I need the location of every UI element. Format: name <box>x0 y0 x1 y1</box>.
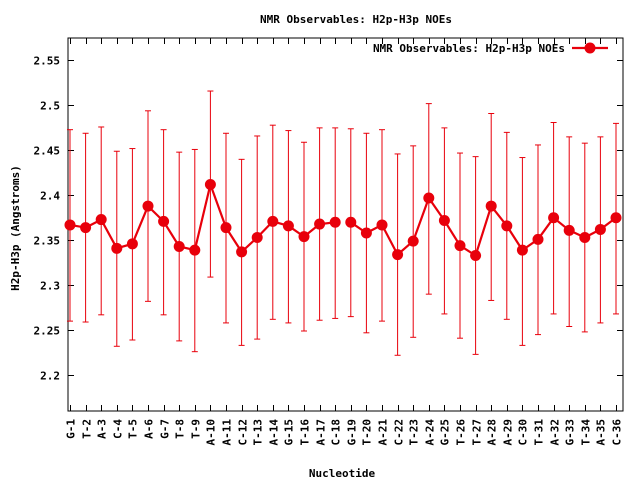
series-lines <box>69 183 617 257</box>
data-point <box>376 219 388 231</box>
chart-title: NMR Observables: H2p-H3p NOEs <box>260 13 452 26</box>
x-tick-label: G-33 <box>564 419 577 446</box>
series-points <box>64 179 622 262</box>
y-tick-label: 2.25 <box>34 325 61 338</box>
series-line <box>350 196 617 257</box>
x-tick-label: C-4 <box>112 419 125 439</box>
x-tick-label: A-29 <box>502 419 515 446</box>
y-tick-label: 2.55 <box>34 55 61 68</box>
data-point <box>220 222 232 234</box>
y-tick-label: 2.5 <box>40 100 60 113</box>
x-tick-label: C-18 <box>330 419 343 446</box>
x-axis-label: Nucleotide <box>309 467 376 480</box>
data-point <box>392 249 404 261</box>
x-tick-label: G-15 <box>283 419 296 446</box>
x-tick-label: A-24 <box>424 419 437 446</box>
data-point <box>423 192 435 204</box>
data-point <box>64 219 76 231</box>
x-tick-label: G-25 <box>439 419 452 446</box>
x-tick-label: T-23 <box>408 419 421 446</box>
legend-label: NMR Observables: H2p-H3p NOEs <box>373 42 565 55</box>
x-tick-label: C-12 <box>237 419 250 446</box>
data-point <box>407 235 419 247</box>
y-axis-label: H2p-H3p (Angstroms) <box>9 165 22 291</box>
data-point <box>189 244 201 256</box>
data-point <box>95 214 107 226</box>
data-point <box>267 215 279 227</box>
data-point <box>610 212 622 224</box>
data-point <box>454 240 466 252</box>
data-point <box>173 241 185 253</box>
data-point <box>204 179 216 191</box>
data-point <box>345 216 357 228</box>
data-point <box>158 215 170 227</box>
series-line <box>69 183 336 253</box>
x-tick-label: G-19 <box>346 419 359 446</box>
y-tick-label: 2.35 <box>34 235 61 248</box>
x-tick-label: T-16 <box>299 419 312 446</box>
x-tick-label: T-13 <box>252 419 265 446</box>
y-axis: 2.2 2.25 2.3 2.35 2.4 2.45 2.5 2.55 <box>34 55 623 383</box>
x-tick-label: T-31 <box>533 419 546 446</box>
x-tick-label: A-21 <box>377 419 390 446</box>
x-tick-label: T-26 <box>455 419 468 446</box>
x-tick-label: T-20 <box>361 419 374 446</box>
x-tick-label: A-35 <box>595 419 608 446</box>
data-point <box>594 223 606 235</box>
data-point <box>111 242 123 254</box>
error-bars <box>67 90 619 356</box>
legend-marker <box>584 42 596 54</box>
data-point <box>579 232 591 244</box>
y-tick-label: 2.4 <box>40 190 60 203</box>
x-tick-label: A-14 <box>268 419 281 446</box>
data-point <box>298 231 310 243</box>
x-tick-label: C-36 <box>611 419 624 446</box>
x-tick-label: T-27 <box>471 419 484 446</box>
x-tick-label: A-6 <box>143 419 156 439</box>
data-point <box>236 246 248 258</box>
x-tick-label: G-1 <box>65 419 78 439</box>
data-point <box>329 216 341 228</box>
y-tick-label: 2.3 <box>40 280 60 293</box>
x-axis: G-1 T-2 A-3 C-4 T-5 A-6 G-7 T-8 T-9 A-10 A-11 C-12 T… <box>65 38 624 446</box>
x-tick-label: T-8 <box>174 419 187 439</box>
legend: NMR Observables: H2p-H3p NOEs <box>373 42 608 55</box>
data-point <box>438 214 450 226</box>
data-point <box>360 227 372 239</box>
data-point <box>532 233 544 245</box>
y-tick-label: 2.2 <box>40 370 60 383</box>
x-tick-label: A-10 <box>205 419 218 446</box>
data-point <box>80 222 92 234</box>
data-point <box>126 238 138 250</box>
data-point <box>142 200 154 212</box>
x-tick-label: T-5 <box>127 419 140 439</box>
y-tick-label: 2.45 <box>34 145 61 158</box>
x-tick-label: A-11 <box>221 419 234 446</box>
x-tick-label: C-30 <box>517 419 530 446</box>
x-tick-label: G-7 <box>159 419 172 439</box>
x-tick-label: A-28 <box>486 419 499 446</box>
plot-frame <box>67 37 624 412</box>
data-point <box>470 250 482 262</box>
data-point <box>251 232 263 244</box>
data-point <box>548 212 560 224</box>
x-tick-label: A-3 <box>96 419 109 439</box>
data-point <box>516 244 528 256</box>
x-tick-label: A-32 <box>549 419 562 446</box>
data-point <box>314 218 326 230</box>
plot-border <box>67 37 624 412</box>
x-tick-label: T-2 <box>81 419 94 439</box>
data-point <box>485 200 497 212</box>
x-tick-label: C-22 <box>393 419 406 446</box>
data-point <box>282 220 294 232</box>
x-tick-label: T-9 <box>190 419 203 439</box>
x-tick-label: A-17 <box>315 419 328 446</box>
x-tick-label: T-34 <box>580 419 593 446</box>
data-point <box>563 224 575 236</box>
data-point <box>501 220 513 232</box>
